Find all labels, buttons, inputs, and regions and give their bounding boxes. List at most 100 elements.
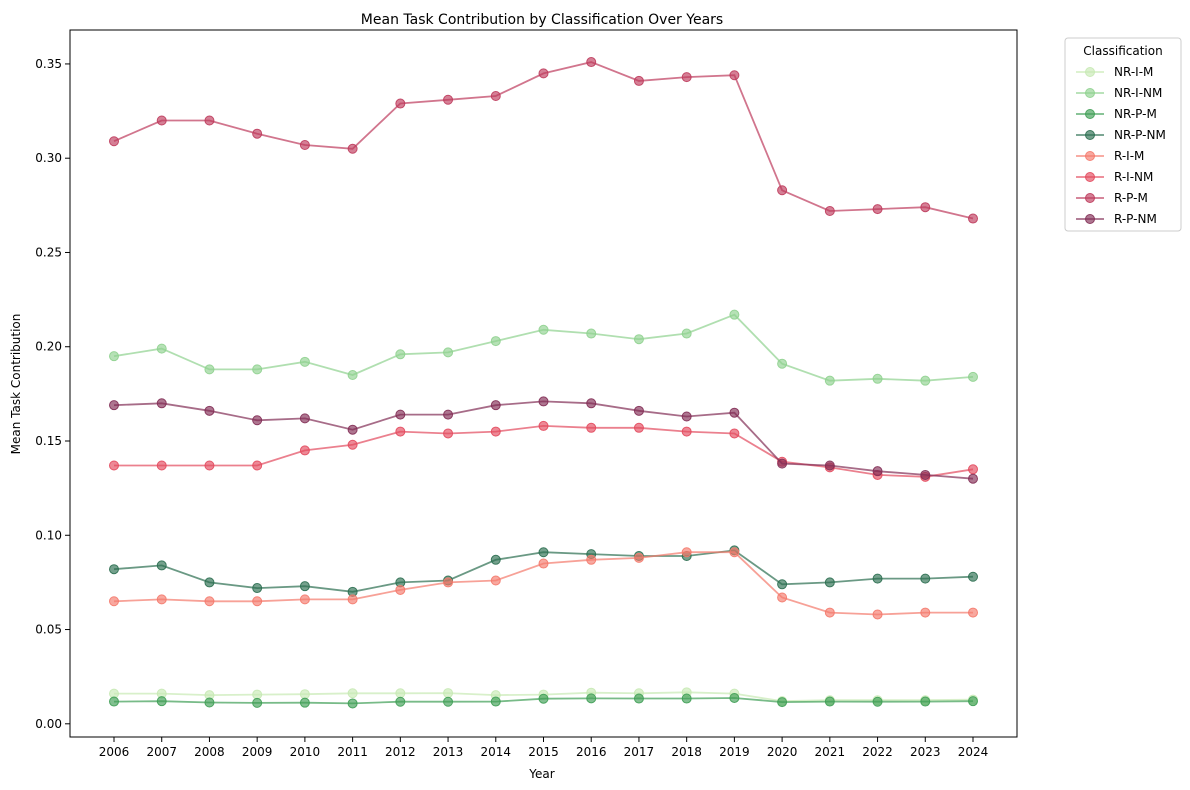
data-point-nr-p-m	[443, 696, 454, 707]
data-point-nr-i-nm	[777, 358, 788, 369]
data-point-nr-p-nm	[538, 547, 549, 558]
data-point-nr-p-m	[920, 696, 931, 707]
data-point-nr-i-nm	[204, 364, 215, 375]
x-tick-label: 2017	[624, 745, 655, 759]
data-point-nr-i-nm	[395, 349, 406, 360]
x-tick-label: 2016	[576, 745, 607, 759]
data-point-r-p-nm	[299, 413, 310, 424]
legend-marker	[1085, 88, 1095, 98]
data-point-nr-i-nm	[824, 375, 835, 386]
data-point-nr-p-nm	[299, 581, 310, 592]
data-point-r-i-m	[347, 594, 358, 605]
data-point-nr-i-nm	[586, 328, 597, 339]
data-point-r-p-m	[586, 57, 597, 68]
data-point-r-p-m	[347, 143, 358, 154]
data-point-r-i-nm	[968, 464, 978, 475]
data-point-nr-p-m	[586, 693, 597, 704]
data-point-nr-p-nm	[109, 564, 119, 575]
data-point-nr-i-m	[443, 688, 454, 699]
data-point-r-p-nm	[490, 400, 501, 411]
data-point-nr-p-m	[109, 696, 119, 707]
data-point-r-i-nm	[490, 426, 501, 437]
data-point-r-p-m	[443, 94, 454, 105]
data-point-r-p-m	[681, 72, 692, 83]
data-point-nr-i-nm	[299, 356, 310, 367]
data-point-nr-i-m	[299, 689, 310, 700]
data-point-nr-p-nm	[777, 579, 788, 590]
data-point-nr-p-m	[156, 696, 167, 707]
data-point-nr-i-nm	[920, 375, 931, 386]
x-tick-label: 2023	[910, 745, 941, 759]
data-point-r-p-nm	[395, 409, 406, 420]
legend-entry-nr-p-nm: NR-P-NM	[1076, 128, 1166, 142]
data-point-r-i-nm	[681, 426, 692, 437]
data-point-r-p-nm	[633, 405, 644, 416]
data-point-r-i-m	[299, 594, 310, 605]
data-point-r-i-nm	[299, 445, 310, 456]
data-point-r-i-m	[109, 596, 119, 607]
legend-entry-r-i-m: R-I-M	[1076, 149, 1144, 163]
data-point-r-p-nm	[443, 409, 454, 420]
data-point-r-i-m	[490, 575, 501, 586]
x-tick-label: 2024	[958, 745, 989, 759]
data-point-r-i-m	[920, 607, 931, 618]
data-point-r-i-nm	[252, 460, 263, 471]
data-point-nr-i-nm	[968, 371, 978, 382]
data-point-nr-i-nm	[109, 351, 119, 362]
x-axis-label: Year	[528, 767, 554, 781]
legend-marker	[1085, 109, 1095, 119]
data-point-r-i-nm	[729, 428, 740, 439]
series-r-p-nm	[109, 396, 978, 484]
data-point-nr-p-m	[347, 698, 358, 709]
data-point-r-i-m	[872, 609, 883, 620]
data-point-r-p-nm	[156, 398, 167, 409]
series-line-r-p-m	[113, 61, 974, 220]
legend-entries: NR-I-M NR-I-NM NR-P-M NR-P-NM R-I-M R-I-NM R-P…	[1076, 65, 1166, 226]
legend-marker	[1085, 193, 1095, 203]
legend-label: NR-P-NM	[1114, 128, 1166, 142]
data-point-r-p-nm	[252, 415, 263, 426]
legend-entry-r-i-nm: R-I-NM	[1076, 170, 1153, 184]
data-point-nr-i-nm	[538, 324, 549, 335]
data-point-nr-p-nm	[872, 573, 883, 584]
legend-label: NR-P-M	[1114, 107, 1157, 121]
data-point-nr-i-nm	[490, 336, 501, 347]
data-point-r-p-m	[395, 98, 406, 109]
data-point-nr-p-nm	[968, 571, 978, 582]
x-axis: 2006 2007 2008 2009 2010 2011 2012 2013 2014 2015…	[99, 737, 989, 759]
data-point-nr-p-m	[252, 697, 263, 708]
data-point-r-p-m	[633, 75, 644, 86]
x-tick-label: 2008	[194, 745, 225, 759]
data-point-r-p-nm	[777, 458, 788, 469]
legend-entry-r-p-m: R-P-M	[1076, 191, 1148, 205]
data-point-nr-p-m	[777, 697, 788, 708]
series-nr-p-m	[109, 692, 978, 709]
data-point-nr-p-m	[538, 693, 549, 704]
data-point-nr-p-m	[968, 696, 978, 707]
data-point-r-i-nm	[586, 422, 597, 433]
legend-label: R-P-NM	[1114, 212, 1157, 226]
y-axis-label: Mean Task Contribution	[9, 314, 23, 455]
data-point-r-i-m	[729, 547, 740, 558]
series-line-nr-i-nm	[113, 313, 974, 382]
chart-title: Mean Task Contribution by Classification…	[361, 12, 723, 28]
data-point-r-i-nm	[109, 460, 119, 471]
data-point-nr-p-m	[729, 692, 740, 703]
data-point-r-p-m	[920, 202, 931, 213]
data-point-r-i-m	[443, 577, 454, 588]
data-point-r-p-m	[490, 90, 501, 101]
x-tick-label: 2019	[719, 745, 750, 759]
legend-title: Classification	[1083, 44, 1162, 58]
data-point-r-i-nm	[443, 428, 454, 439]
y-tick-label: 0.25	[35, 245, 62, 259]
y-axis: 0.00 0.05 0.10 0.15 0.20 0.25 0.30 0.35	[35, 57, 70, 731]
data-point-nr-p-nm	[252, 583, 263, 594]
data-point-r-p-nm	[204, 405, 215, 416]
y-tick-label: 0.30	[35, 151, 62, 165]
legend-frame	[1064, 37, 1182, 232]
data-point-r-p-nm	[824, 460, 835, 471]
data-point-r-i-nm	[156, 460, 167, 471]
y-tick-label: 0.35	[35, 57, 62, 71]
data-point-r-i-nm	[395, 426, 406, 437]
